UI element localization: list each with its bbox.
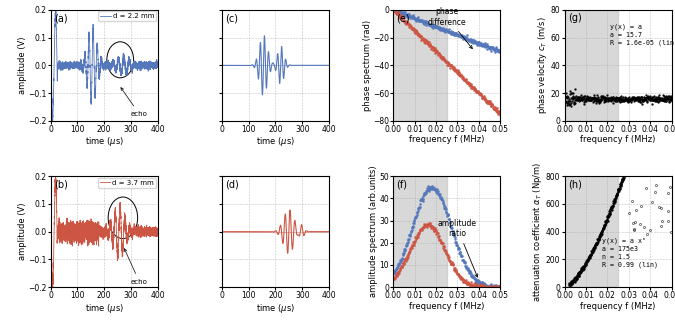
Text: (f): (f)	[396, 180, 408, 189]
Text: (e): (e)	[396, 13, 410, 23]
Text: phase
difference: phase difference	[427, 7, 472, 49]
X-axis label: frequency f (MHz): frequency f (MHz)	[580, 135, 656, 144]
Y-axis label: amplitude spectrum (arb.units): amplitude spectrum (arb.units)	[369, 166, 378, 297]
Y-axis label: phase velocity $c_T$ (m/s): phase velocity $c_T$ (m/s)	[536, 16, 549, 114]
Text: y(x) = a xⁿ
a = 175e3
n = 1.5
R = 0.99 (lin): y(x) = a xⁿ a = 175e3 n = 1.5 R = 0.99 (…	[602, 237, 658, 268]
Text: (h): (h)	[568, 180, 582, 189]
X-axis label: time ($\mu$s): time ($\mu$s)	[256, 135, 295, 148]
Text: echo: echo	[121, 88, 148, 117]
Text: (g): (g)	[568, 13, 582, 23]
Text: echo: echo	[124, 249, 148, 285]
X-axis label: time ($\mu$s): time ($\mu$s)	[84, 302, 124, 315]
Text: (a): (a)	[54, 13, 68, 23]
Bar	[394, 10, 447, 121]
Text: (b): (b)	[54, 180, 68, 189]
Y-axis label: attenuation coefficient $\alpha_T$ (Np/m): attenuation coefficient $\alpha_T$ (Np/m…	[531, 162, 544, 302]
Y-axis label: phase spectrum (rad): phase spectrum (rad)	[362, 20, 371, 111]
Y-axis label: amplitude (V): amplitude (V)	[18, 203, 27, 260]
X-axis label: time ($\mu$s): time ($\mu$s)	[256, 302, 295, 315]
Bar	[394, 176, 447, 287]
Bar	[564, 176, 618, 287]
X-axis label: frequency f (MHz): frequency f (MHz)	[409, 135, 485, 144]
Text: y(x) = a
a = 15.7
R = 1.6e-05 (lin): y(x) = a a = 15.7 R = 1.6e-05 (lin)	[610, 23, 675, 46]
Text: amplitude
ratio: amplitude ratio	[438, 219, 478, 277]
X-axis label: frequency f (MHz): frequency f (MHz)	[580, 302, 656, 311]
X-axis label: frequency f (MHz): frequency f (MHz)	[409, 302, 485, 311]
Y-axis label: amplitude (V): amplitude (V)	[18, 37, 27, 94]
Text: (c): (c)	[225, 13, 238, 23]
X-axis label: time ($\mu$s): time ($\mu$s)	[84, 135, 124, 148]
Legend: d = 2.2 mm: d = 2.2 mm	[98, 11, 157, 21]
Text: (d): (d)	[225, 180, 239, 189]
Legend: d = 3.7 mm: d = 3.7 mm	[98, 178, 157, 188]
Bar	[564, 10, 618, 121]
